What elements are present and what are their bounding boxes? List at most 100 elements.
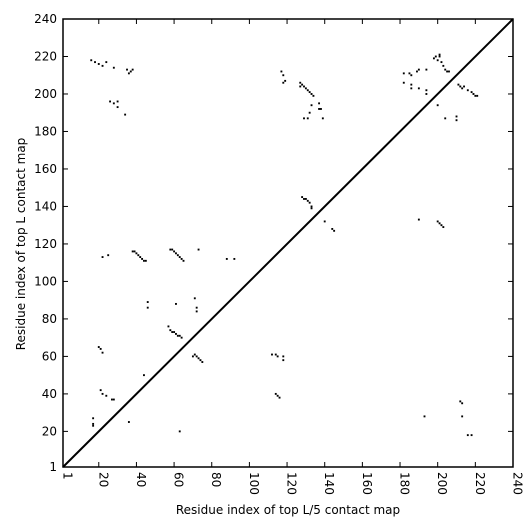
contact-point (201, 361, 204, 363)
x-tick-label: 160 (360, 472, 374, 495)
contact-point (101, 256, 104, 258)
contact-point (308, 111, 311, 114)
contact-point (308, 91, 311, 94)
x-tick-label: 140 (322, 472, 336, 495)
x-tick-label: 20 (96, 472, 110, 487)
contact-point (306, 89, 309, 92)
contact-point (167, 325, 170, 328)
contact-point (135, 252, 138, 255)
contact-point (476, 94, 479, 97)
contact-point (176, 254, 179, 257)
contact-point (178, 430, 181, 433)
contact-point (175, 302, 177, 305)
contact-point (197, 357, 200, 360)
x-tick-label: 120 (285, 472, 299, 495)
contact-point (466, 434, 469, 437)
contact-point (99, 389, 102, 392)
contact-point (139, 256, 142, 258)
contact-point (111, 398, 113, 401)
contact-point (282, 81, 285, 84)
x-axis-ticks: 1 20 40 60 80 100 120 140 160 180 200 220 240 (61, 19, 525, 495)
contact-point (461, 402, 464, 405)
contact-point (472, 93, 475, 95)
contact-point (197, 248, 200, 251)
contact-point (133, 250, 136, 253)
contact-point (191, 355, 194, 358)
contact-point (436, 59, 439, 62)
contact-point (109, 100, 112, 103)
contact-point (320, 108, 322, 110)
contact-point (474, 94, 477, 97)
contact-point (173, 331, 176, 333)
contact-point (440, 61, 443, 64)
contact-point (284, 79, 287, 82)
contact-point (303, 198, 305, 200)
contact-point (310, 104, 313, 107)
contact-point (442, 64, 445, 67)
contact-point (175, 332, 177, 335)
contact-point (180, 336, 183, 339)
contact-point (299, 85, 302, 88)
y-tick-label: 160 (34, 162, 57, 176)
contact-point (225, 257, 228, 260)
y-tick-label: 200 (34, 87, 57, 101)
contact-point (101, 64, 104, 67)
contact-point (438, 53, 441, 56)
contact-point (301, 83, 304, 86)
contact-point (442, 226, 445, 229)
contact-point (195, 310, 198, 313)
y-tick-label: 20 (42, 424, 57, 438)
contact-point (178, 334, 181, 337)
x-tick-label: 100 (247, 472, 261, 495)
contact-point (432, 57, 435, 60)
contact-point (333, 229, 336, 232)
contact-point (444, 68, 447, 71)
contact-point (321, 117, 324, 120)
x-tick-label: 240 (511, 472, 525, 495)
contact-point (101, 351, 104, 354)
contact-point (425, 89, 428, 92)
contact-point (436, 220, 439, 223)
contact-point (274, 392, 277, 395)
contact-point (466, 89, 469, 92)
contact-point (116, 100, 119, 103)
contact-point (233, 257, 236, 260)
contact-point (126, 68, 128, 71)
contact-point (461, 415, 464, 418)
contact-point (301, 196, 304, 199)
plot-frame (62, 18, 514, 468)
contact-point (410, 83, 413, 86)
contact-point (417, 87, 420, 90)
contact-point (417, 218, 420, 221)
contact-point (440, 224, 443, 227)
contact-point (463, 85, 465, 88)
contact-point (146, 301, 149, 303)
contact-point (310, 93, 313, 95)
contact-point (282, 74, 285, 77)
x-tick-label: 220 (473, 472, 487, 495)
contact-point (402, 81, 405, 84)
x-tick-label: 80 (209, 472, 223, 487)
contact-point (175, 252, 177, 255)
contact-point (195, 355, 198, 358)
contact-point (94, 61, 96, 64)
y-tick-label: 140 (34, 199, 57, 213)
contact-point (112, 398, 115, 401)
contact-point (105, 61, 108, 64)
y-tick-label: 240 (34, 12, 57, 26)
contact-point (459, 400, 462, 403)
y-tick-label: 1 (49, 460, 57, 474)
contact-point (318, 108, 321, 110)
contact-point (304, 198, 307, 200)
contact-point (425, 93, 428, 95)
contact-point (92, 417, 95, 420)
contact-point (278, 396, 281, 399)
contact-point (299, 81, 302, 84)
y-tick-label: 100 (34, 274, 57, 288)
contact-point (129, 70, 132, 73)
contact-point (107, 254, 110, 257)
contact-point (173, 250, 176, 253)
contact-point (276, 394, 279, 397)
